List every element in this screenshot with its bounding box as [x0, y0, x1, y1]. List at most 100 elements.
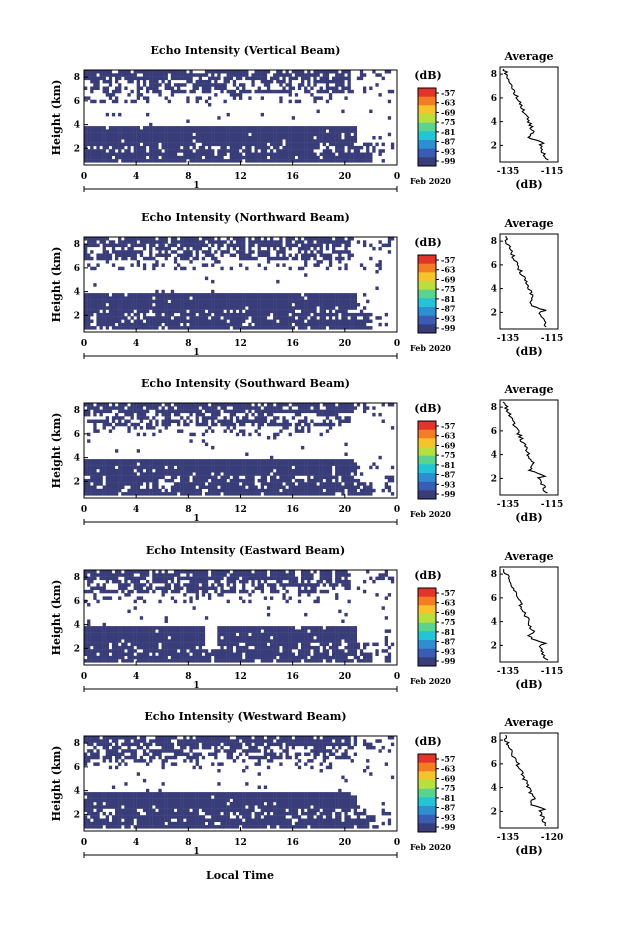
heatmap-cell — [211, 296, 215, 300]
heatmap-cell — [164, 142, 168, 147]
heatmap-cell — [235, 478, 240, 483]
heatmap-cell — [304, 422, 308, 427]
heatmap-cell — [307, 475, 311, 480]
heatmap-cell — [158, 293, 162, 297]
side-y-tick-label: 8 — [491, 70, 497, 80]
heatmap-cell — [201, 73, 206, 77]
heatmap-cell — [220, 159, 224, 163]
heatmap-cell — [139, 576, 144, 581]
heatmap-cell — [270, 406, 274, 410]
heatmap-cell — [366, 142, 370, 147]
heatmap-cell — [139, 303, 144, 307]
heatmap-cell — [115, 86, 119, 90]
heatmap-cell — [294, 429, 299, 433]
heatmap-cell — [102, 649, 106, 653]
heatmap-cell — [319, 462, 323, 466]
heatmap-cell — [384, 475, 388, 480]
heatmap-cell — [341, 406, 345, 410]
heatmap-cell — [93, 576, 97, 581]
heatmap-cell — [102, 586, 106, 590]
heatmap-cell — [108, 472, 113, 476]
heatmap-cell — [211, 299, 215, 304]
heatmap-cell — [133, 409, 137, 414]
heatmap-cell — [282, 155, 286, 160]
heatmap-cell — [102, 139, 106, 143]
heatmap-cell — [108, 149, 113, 153]
heatmap-cell — [105, 416, 109, 420]
heatmap-cell — [201, 322, 206, 327]
heatmap-cell — [307, 406, 311, 410]
heatmap-cell — [146, 639, 150, 643]
heatmap-cell — [276, 159, 280, 163]
heatmap-cell — [198, 243, 202, 248]
heatmap-cell — [136, 475, 140, 480]
heatmap-cell — [273, 76, 277, 81]
heatmap-cell — [118, 253, 122, 257]
heatmap-cell — [328, 472, 333, 476]
heatmap-cell — [111, 478, 116, 483]
heatmap-cell — [152, 326, 156, 330]
heatmap-cell — [142, 322, 147, 327]
heatmap-cell — [111, 299, 116, 304]
heatmap-cell — [347, 296, 351, 300]
heatmap-cell — [167, 472, 171, 476]
heatmap-cell — [102, 645, 106, 650]
heatmap-cell — [183, 155, 187, 160]
heatmap-cell — [251, 472, 255, 476]
heatmap-cell — [239, 240, 243, 244]
heatmap-cell — [180, 655, 184, 660]
heatmap-cell — [325, 482, 330, 486]
heatmap-cell — [164, 322, 168, 327]
heatmap-cell — [170, 469, 175, 473]
heatmap-cell — [127, 492, 131, 496]
heatmap-cell — [316, 73, 320, 77]
heatmap-cell — [204, 73, 209, 77]
x-tick-label: 16 — [286, 505, 299, 515]
heatmap-cell — [248, 312, 252, 317]
heatmap-cell — [121, 253, 125, 257]
heatmap-cell — [121, 142, 125, 147]
heatmap-cell — [164, 132, 168, 137]
heatmap-cell — [139, 326, 144, 330]
heatmap-cell — [316, 263, 320, 267]
heatmap-cell — [149, 583, 153, 587]
heatmap-cell — [201, 306, 206, 310]
heatmap-cell — [335, 256, 339, 261]
heatmap-cell — [167, 403, 171, 407]
heatmap-cell — [229, 70, 233, 74]
heatmap-cell — [167, 419, 171, 423]
heatmap-cell — [328, 96, 333, 100]
heatmap-cell — [257, 406, 261, 410]
heatmap-cell — [328, 253, 333, 257]
heatmap-cell — [239, 89, 243, 94]
heatmap-cell — [322, 240, 326, 244]
heatmap-cell — [242, 465, 246, 470]
heatmap-cell — [142, 459, 147, 463]
heatmap-cell — [347, 136, 351, 140]
heatmap-cell — [189, 596, 193, 600]
heatmap-cell — [204, 472, 209, 476]
heatmap-cell — [217, 293, 221, 297]
heatmap-cell — [87, 132, 91, 137]
heatmap-cell — [313, 469, 317, 473]
heatmap-cell — [325, 465, 330, 470]
heatmap-cell — [270, 412, 274, 417]
heatmap-cell — [325, 492, 330, 496]
heatmap-cell — [115, 250, 119, 254]
heatmap-cell — [189, 439, 193, 443]
heatmap-cell — [307, 256, 311, 261]
heatmap-cell — [130, 626, 134, 630]
heatmap-cell — [99, 462, 103, 466]
heatmap-cell — [313, 488, 317, 493]
heatmap-cell — [316, 478, 320, 483]
heatmap-cell — [378, 455, 382, 460]
heatmap-cell — [242, 485, 246, 489]
heatmap-cell — [266, 465, 271, 470]
heatmap-cell — [102, 570, 106, 574]
heatmap-cell — [192, 129, 196, 133]
heatmap-cell — [322, 129, 326, 133]
heatmap-cell — [164, 240, 168, 244]
heatmap-cell — [223, 293, 227, 297]
heatmap-cell — [313, 462, 317, 466]
heatmap-cell — [304, 132, 308, 137]
